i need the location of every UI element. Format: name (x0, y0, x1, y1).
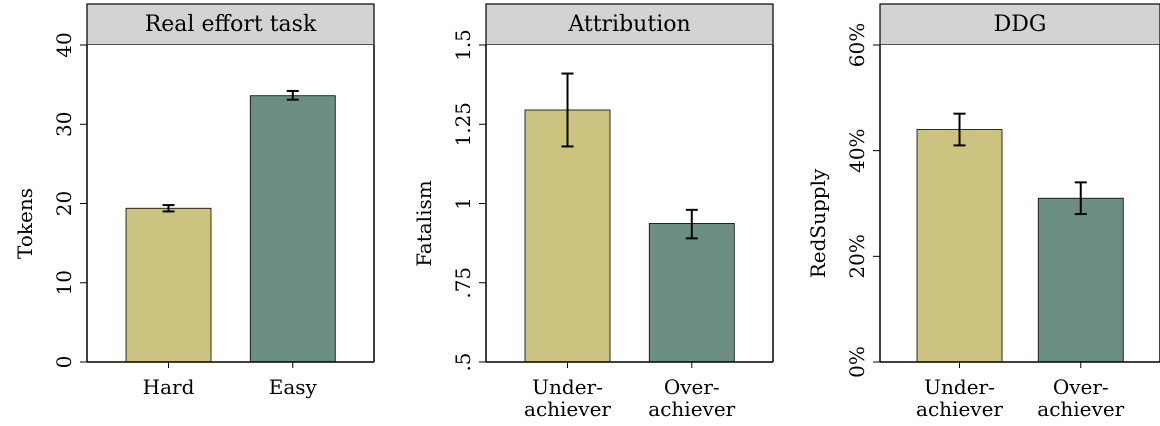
y-tick-label: 0 (52, 356, 76, 369)
x-tick-label: Under- (532, 375, 603, 399)
x-tick-label: achiever (916, 397, 1003, 421)
y-tick-label: 60% (845, 23, 869, 67)
y-tick-label: 1 (451, 197, 475, 210)
y-tick-label: .75 (451, 267, 475, 299)
y-axis-title: RedSupply (806, 168, 830, 278)
y-tick-label: 20 (52, 191, 76, 216)
x-tick-label: Over- (1053, 375, 1109, 399)
y-tick-label: 40% (845, 128, 869, 172)
chart-panel-2: AttributionUnder-achieverOver-achiever.5… (412, 3, 774, 421)
y-axis-title: Fatalism (412, 180, 436, 266)
x-tick-label: Easy (269, 375, 318, 399)
bar (249, 95, 336, 363)
x-tick-label: Hard (143, 375, 195, 399)
x-tick-label: achiever (648, 397, 735, 421)
bar (1037, 197, 1124, 363)
bar (524, 109, 611, 363)
chart-panels: Real effort task Hard Easy 0 10 20 30 40 Tokens A… (13, 3, 1160, 421)
panel-title: Real effort task (145, 12, 317, 37)
y-tick-label: .5 (451, 352, 475, 371)
bar (648, 223, 735, 363)
title-strip (86, 3, 375, 46)
x-tick-label: achiever (524, 397, 611, 421)
bar (916, 129, 1003, 363)
y-axis-title: Tokens (13, 188, 37, 259)
chart-panel-3: DDGUnder-achieverOver-achiever0%20%40%60… (806, 3, 1160, 421)
x-tick-label: Under- (924, 375, 995, 399)
bar (125, 207, 212, 363)
panel-title: DDG (994, 12, 1047, 37)
y-tick-label: 20% (845, 234, 869, 278)
panel-title: Attribution (567, 12, 690, 37)
y-tick-label: 10 (52, 270, 76, 295)
y-tick-label: 1.25 (451, 102, 475, 147)
y-tick-label: 40 (52, 32, 76, 57)
x-tick-label: achiever (1037, 397, 1124, 421)
y-tick-label: 1.5 (451, 29, 475, 61)
title-strip (485, 3, 774, 46)
chart-panel-1: Real effort task Hard Easy 0 10 20 30 40 Tokens (13, 3, 375, 399)
y-tick-label: 30 (52, 112, 76, 137)
x-tick-label: Over- (664, 375, 720, 399)
y-tick-label: 0% (845, 346, 869, 378)
